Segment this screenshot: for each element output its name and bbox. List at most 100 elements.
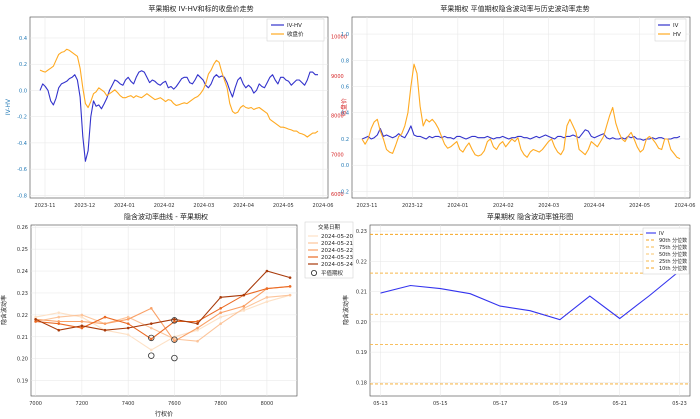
- series-point: [288, 285, 292, 288]
- series-point: [242, 309, 246, 312]
- legend-label: 25th 分位数: [659, 258, 687, 265]
- y-tick-label: 0.6: [341, 85, 349, 91]
- x-tick-label: 05-21: [612, 401, 627, 407]
- legend-label: 2024-05-22: [321, 248, 353, 254]
- x-tick-label: 7200: [76, 401, 89, 407]
- y-tick-label: 0.20: [17, 357, 28, 363]
- series-point: [34, 320, 37, 323]
- legend-label: IV: [659, 231, 664, 237]
- legend-label: 2024-05-20: [321, 234, 353, 240]
- legend: IV HV: [654, 18, 687, 42]
- y-tick-label: 0.26: [17, 225, 28, 231]
- series-point: [196, 322, 199, 325]
- x-tick-label: 05-17: [493, 401, 508, 407]
- series-point: [149, 348, 153, 352]
- series-point: [173, 317, 176, 321]
- x-tick-label: 2023-11: [35, 203, 56, 209]
- series-point: [219, 315, 222, 319]
- chart-title: 隐含波动率曲线 - 苹果期权: [124, 212, 208, 221]
- series-point: [219, 322, 222, 325]
- series-point: [149, 337, 153, 341]
- x-tick-label: 2023-12: [74, 203, 95, 209]
- x-tick-label: 7800: [214, 401, 227, 407]
- series-point: [219, 296, 222, 299]
- legend: IV-HV 收盘价: [266, 18, 325, 42]
- y2-tick-label: 10000: [331, 35, 347, 41]
- series-point: [80, 324, 84, 328]
- series-point: [57, 315, 61, 319]
- series-point: [103, 328, 107, 332]
- y-tick-label: -0.2: [339, 189, 349, 195]
- y-tick-label: 0.25: [17, 247, 28, 253]
- legend-label-close: 收盘价: [287, 30, 304, 38]
- series-line-iv: [380, 270, 680, 321]
- y-tick-label: 0.19: [17, 379, 28, 385]
- y2-tick-label: 8000: [331, 113, 344, 119]
- series-point: [265, 300, 269, 304]
- legend-label: 50th 分位数: [659, 251, 687, 258]
- legend-label: 75th 分位数: [659, 244, 687, 251]
- y-axis-label: 隐含波动率: [0, 295, 8, 325]
- x-tick-label: 2024-06: [313, 203, 334, 209]
- series-line-IV: [361, 125, 681, 141]
- x-tick-label: 05-15: [433, 401, 448, 407]
- y-tick-label: -0.2: [17, 115, 27, 121]
- x-axis-label: 行权价: [155, 410, 173, 418]
- series-point: [80, 315, 84, 319]
- y-tick-label: 0.24: [17, 269, 28, 275]
- series-point: [57, 328, 61, 332]
- y-tick-label: 0.23: [356, 229, 367, 235]
- x-tick-label: 2024-06: [675, 203, 696, 209]
- legend-label: 2024-05-23: [321, 255, 353, 261]
- plot-area: [29, 16, 329, 199]
- atm-marker: [171, 336, 178, 343]
- x-tick-label: 2024-05: [273, 203, 294, 209]
- series-point: [242, 304, 246, 308]
- series-point: [149, 307, 153, 310]
- series-line-IV-HV: [39, 70, 318, 162]
- y-tick-label: 0.22: [356, 259, 367, 265]
- legend-box: [654, 18, 687, 42]
- legend: 交易日期 2024-05-202024-05-212024-05-222024-…: [304, 221, 353, 279]
- y-tick-label: 0.8: [341, 58, 349, 64]
- x-tick-label: 7400: [122, 401, 135, 407]
- series-point: [80, 313, 84, 317]
- series-point: [196, 339, 199, 343]
- atm-marker: [148, 334, 155, 342]
- series-line-2024-05-23: [35, 285, 291, 340]
- x-tick-label: 2024-03: [193, 203, 214, 209]
- x-tick-label: 2024-01: [114, 203, 135, 209]
- chart-title: 苹果期权 隐含波动率锥形图: [487, 212, 573, 221]
- y-tick-label: 0.23: [17, 291, 28, 297]
- chart-iv-hv-close: 苹果期权 IV-HV和标的收盘价走势 IV-HV 收盘价 -0.8 -0.6 -0.…: [5, 4, 348, 209]
- atm-marker: [148, 352, 155, 359]
- x-tick-label: 2024-01: [447, 203, 468, 209]
- series-point: [126, 317, 130, 321]
- chart-iv-cone: 苹果期权 隐含波动率锥形图 隐含波动率 0.18 0.19 0.20 0.21 0.22…: [342, 212, 691, 407]
- legend-label: 2024-05-24: [321, 262, 353, 268]
- plot-area: [30, 224, 298, 397]
- x-tick-label: 2024-04: [233, 203, 254, 209]
- y2-tick-label: 7000: [331, 153, 344, 159]
- y-tick-label: 0.18: [356, 380, 367, 386]
- series-point: [173, 339, 176, 343]
- series-point: [103, 322, 107, 325]
- legend-label-hv: HV: [673, 32, 681, 38]
- chart-iv-hv-trend: 苹果期权 平值期权隐含波动率与历史波动率走势 -0.2 0.0 0.2 0.4 0.6 0…: [339, 4, 695, 209]
- series-point: [103, 315, 107, 319]
- chart-title: 苹果期权 平值期权隐含波动率与历史波动率走势: [440, 4, 589, 13]
- series-point: [265, 287, 269, 290]
- x-tick-label: 2024-02: [493, 203, 514, 209]
- y2-tick-label: 9000: [331, 74, 344, 80]
- series-point: [173, 320, 176, 323]
- series-line-HV: [361, 63, 681, 160]
- series-point: [126, 326, 130, 330]
- series-point: [57, 320, 61, 323]
- series-point: [34, 317, 37, 321]
- series-point: [126, 333, 130, 336]
- y-tick-label: -0.8: [17, 193, 27, 199]
- y-tick-label: 0.0: [341, 163, 349, 169]
- legend-label-iv: IV: [673, 23, 679, 29]
- y-tick-label: 0.4: [341, 111, 349, 117]
